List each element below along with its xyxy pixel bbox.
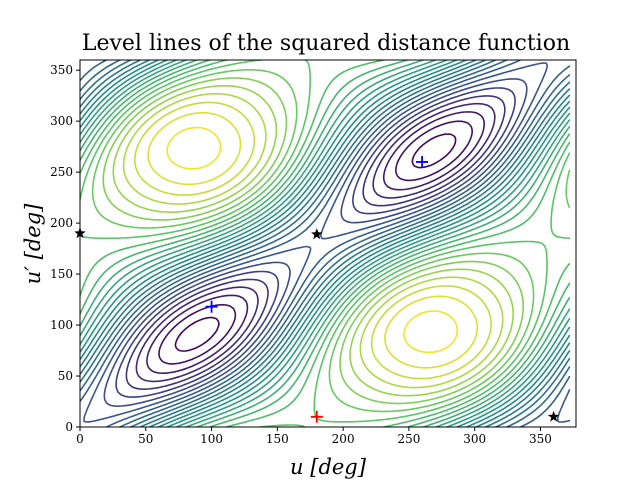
- x-tick-label: 250: [397, 432, 420, 446]
- contour-line: [115, 87, 516, 398]
- contour-line: [174, 133, 457, 352]
- contour-line: [166, 126, 459, 354]
- contour-line: [80, 60, 571, 427]
- contour-line: [80, 60, 571, 427]
- star-marker: [547, 410, 560, 422]
- contour-line: [135, 102, 496, 383]
- y-tick-label: 300: [50, 114, 73, 128]
- contour-line: [91, 69, 571, 413]
- plus-marker: [205, 300, 218, 313]
- contour-line: [80, 60, 571, 427]
- contour-line: [80, 60, 571, 427]
- contour-line: [102, 77, 524, 405]
- x-tick-label: 200: [332, 432, 355, 446]
- y-tick-label: 150: [50, 267, 73, 281]
- y-axis-ticks: 0 50 100 150 200 250 300 350: [50, 63, 80, 434]
- y-tick-label: 350: [50, 63, 73, 77]
- y-tick-label: 0: [65, 420, 73, 434]
- contour-line: [122, 93, 504, 389]
- plot-frame: [79, 59, 577, 428]
- contour-line: [80, 60, 571, 427]
- plus-marker: [310, 410, 323, 423]
- contour-line: [146, 111, 485, 374]
- contour-line: [80, 60, 571, 427]
- contour-line: [125, 95, 506, 390]
- contour-line: [134, 101, 492, 380]
- star-marker: [311, 228, 323, 240]
- x-tick-label: 350: [529, 432, 552, 446]
- contour-line: [80, 60, 571, 427]
- x-tick-label: 100: [200, 432, 223, 446]
- y-tick-label: 200: [50, 216, 73, 230]
- contour-line: [80, 60, 571, 427]
- x-tick-label: 300: [463, 432, 486, 446]
- contour-lines: [80, 60, 571, 427]
- y-axis-label: u′ [deg]: [21, 203, 45, 284]
- x-tick-label: 0: [76, 432, 84, 446]
- x-axis-ticks: 0 50 100 150 200 250 300 350: [76, 427, 552, 446]
- y-tick-label: 50: [58, 369, 73, 383]
- contour-line: [112, 85, 514, 397]
- contour-line: [147, 112, 479, 369]
- plus-marker: [416, 155, 429, 168]
- contour-line: [80, 60, 571, 427]
- contour-line: [103, 78, 528, 407]
- contour-line: [80, 60, 571, 427]
- contour-line: [80, 60, 571, 427]
- contour-line: [80, 60, 571, 427]
- x-tick-label: 150: [266, 432, 289, 446]
- x-tick-label: 50: [138, 432, 153, 446]
- chart-title: Level lines of the squared distance func…: [82, 31, 570, 56]
- x-axis-label: u [deg]: [290, 455, 367, 479]
- contour-line: [80, 60, 571, 427]
- y-tick-label: 250: [50, 165, 73, 179]
- contour-line: [83, 62, 571, 423]
- y-tick-label: 100: [50, 318, 73, 332]
